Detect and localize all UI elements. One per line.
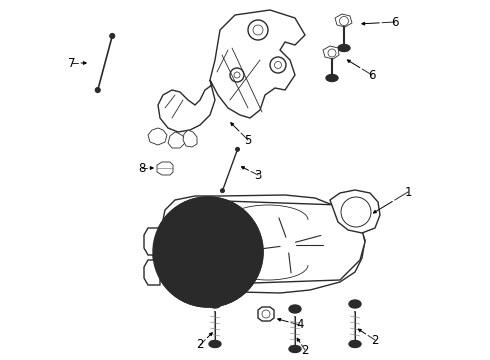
Text: 3: 3 [254, 168, 262, 181]
Polygon shape [335, 14, 352, 27]
Polygon shape [168, 132, 185, 148]
Text: 2: 2 [371, 333, 379, 346]
Circle shape [110, 33, 115, 39]
Ellipse shape [326, 75, 338, 81]
Polygon shape [148, 128, 167, 145]
Polygon shape [158, 80, 215, 132]
Ellipse shape [209, 341, 221, 347]
Text: 5: 5 [245, 134, 252, 147]
Text: 8: 8 [138, 162, 146, 175]
Polygon shape [144, 228, 160, 255]
Ellipse shape [349, 341, 361, 347]
Polygon shape [144, 260, 160, 285]
Polygon shape [165, 200, 365, 285]
Polygon shape [258, 307, 274, 321]
Text: 6: 6 [391, 15, 399, 28]
Circle shape [95, 87, 100, 93]
Polygon shape [330, 190, 380, 233]
Polygon shape [183, 130, 197, 147]
Polygon shape [157, 162, 173, 175]
Text: 1: 1 [404, 185, 412, 198]
Ellipse shape [338, 45, 350, 51]
Circle shape [236, 147, 240, 151]
Polygon shape [210, 10, 305, 118]
Ellipse shape [349, 300, 361, 308]
Circle shape [220, 189, 224, 193]
Text: 2: 2 [196, 338, 204, 351]
Circle shape [153, 197, 263, 307]
Text: 2: 2 [301, 343, 309, 356]
Text: 7: 7 [68, 57, 76, 69]
Ellipse shape [289, 346, 301, 352]
Circle shape [153, 197, 263, 307]
Text: 4: 4 [296, 319, 304, 332]
Ellipse shape [209, 300, 221, 308]
Text: 6: 6 [368, 68, 376, 81]
Polygon shape [160, 195, 365, 293]
Polygon shape [323, 46, 339, 59]
Ellipse shape [289, 305, 301, 313]
